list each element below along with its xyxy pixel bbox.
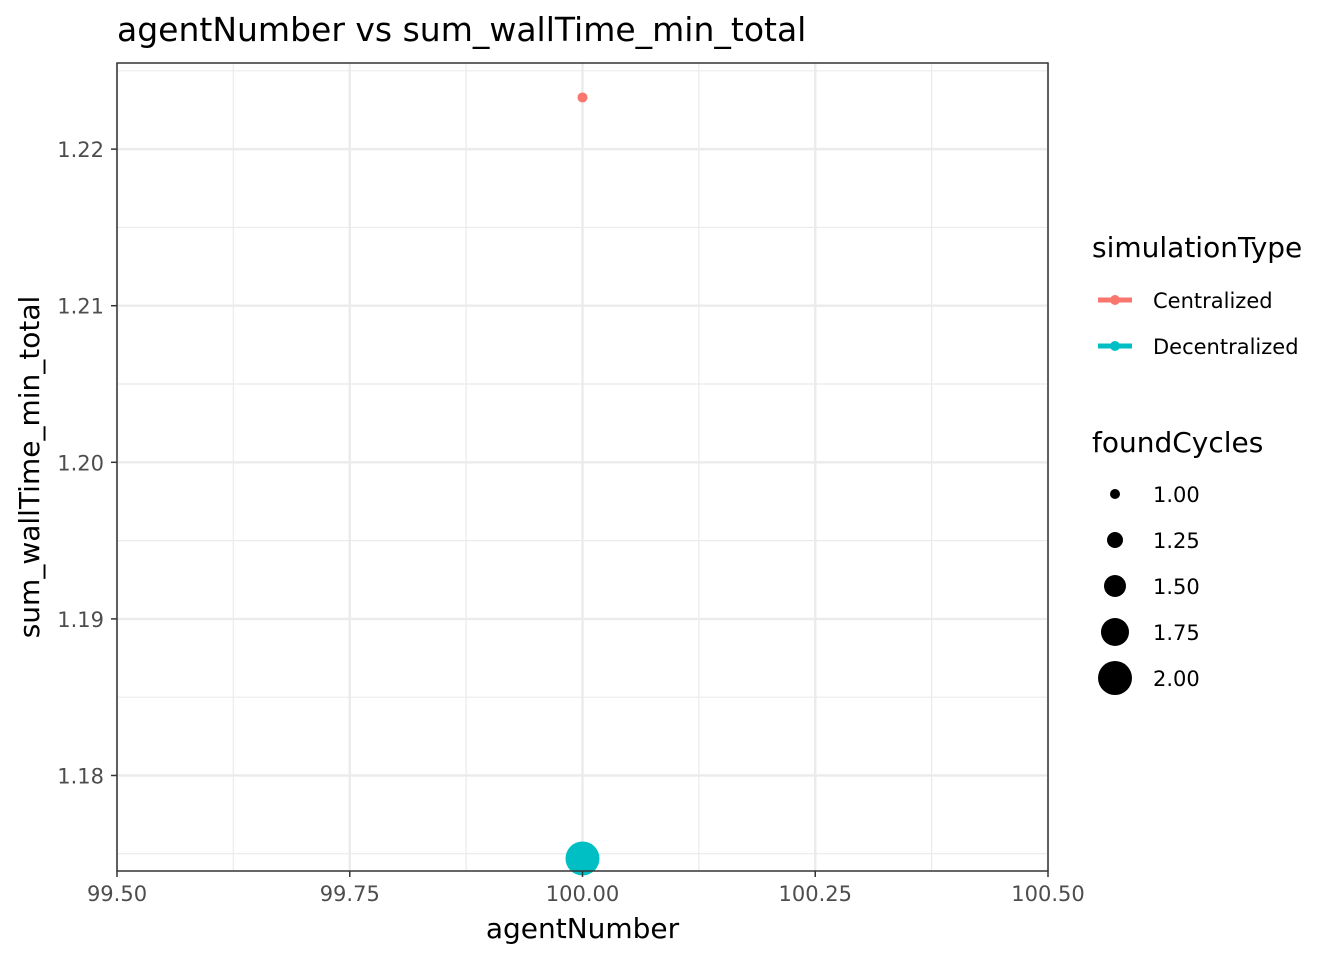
data-points [565, 92, 600, 876]
legend-key-point [1110, 341, 1120, 351]
legend-size-key [1098, 661, 1132, 695]
legend-title: foundCycles [1092, 426, 1263, 459]
y-tick-label: 1.22 [57, 138, 104, 162]
legend-label: 1.75 [1153, 621, 1200, 645]
legend-label: 1.50 [1153, 575, 1200, 599]
x-axis: 99.50 99.75 100.00 100.25 100.50 [87, 871, 1085, 906]
grid [115, 63, 1050, 871]
legend-title: simulationType [1092, 231, 1302, 264]
x-tick-label: 99.50 [87, 882, 147, 906]
y-axis: 1.18 1.19 1.20 1.21 1.22 [57, 138, 117, 788]
legend-key-point [1110, 295, 1120, 305]
legend-simulation-type: simulationType Centralized Decentralized [1092, 231, 1302, 359]
x-tick-label: 100.00 [546, 882, 619, 906]
legend-label: 1.00 [1153, 483, 1200, 507]
legend-label: 1.25 [1153, 529, 1200, 553]
x-tick-label: 100.25 [779, 882, 852, 906]
legend-label: Centralized [1153, 289, 1273, 313]
legend-label: 2.00 [1153, 667, 1200, 691]
legend-size-key [1101, 618, 1129, 646]
x-tick-label: 99.75 [320, 882, 380, 906]
y-axis-title: sum_wallTime_min_total [13, 296, 46, 639]
chart-title: agentNumber vs sum_wallTime_min_total [117, 10, 806, 49]
legend-size-key [1107, 532, 1123, 548]
y-tick-label: 1.18 [57, 764, 104, 788]
legend-label: Decentralized [1153, 335, 1299, 359]
legend-found-cycles: foundCycles 1.00 1.25 1.50 1.75 2.00 [1092, 426, 1263, 695]
legend-size-key [1104, 575, 1126, 597]
y-tick-label: 1.21 [57, 295, 104, 319]
y-tick-label: 1.19 [57, 608, 104, 632]
y-tick-label: 1.20 [57, 451, 104, 475]
legend-size-key [1110, 489, 1120, 499]
x-tick-label: 100.50 [1011, 882, 1084, 906]
point-decentralized [565, 841, 600, 876]
point-centralized [577, 92, 588, 103]
x-axis-title: agentNumber [486, 912, 680, 945]
